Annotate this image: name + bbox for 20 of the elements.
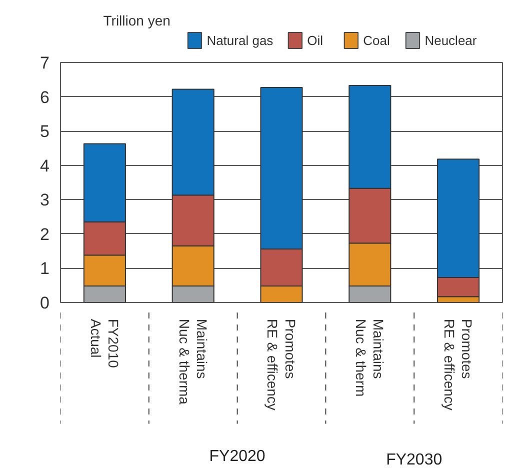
y-tick-label: 1 <box>40 259 50 278</box>
x-tick-label: Maintains Nuc & therm <box>353 318 387 397</box>
y-axis-title: Trillion yen <box>103 12 170 28</box>
x-tick-label: Promotes RE & efficency <box>264 318 298 410</box>
y-tick-label: 4 <box>40 156 50 176</box>
y-tick-label: 0 <box>40 294 50 312</box>
y-tick-label: 3 <box>40 190 50 210</box>
x-tick-label: FY2010 Actual <box>88 318 122 368</box>
x-tick-label: Promotes RE & efficency <box>442 318 476 410</box>
legend-label: Coal <box>363 33 390 48</box>
y-tick-label: 2 <box>40 224 50 244</box>
y-tick-label: 6 <box>40 88 50 107</box>
legend-label: Neuclear <box>424 33 478 48</box>
text: FY2020 <box>209 448 266 466</box>
text: FY2030 <box>386 451 442 468</box>
y-tick-label: 7 <box>40 54 50 72</box>
legend-label: Natural gas <box>206 33 274 48</box>
legend-label: Oil <box>307 33 324 48</box>
y-tick-label: 5 <box>40 122 50 142</box>
x-tick-label: Maintains Nuc & therma <box>176 318 210 405</box>
